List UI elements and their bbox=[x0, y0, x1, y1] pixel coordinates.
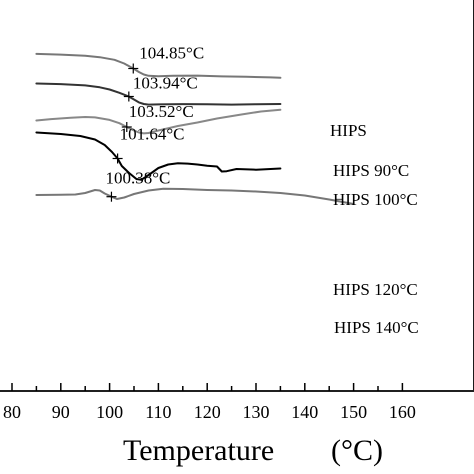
series-line bbox=[35, 131, 282, 181]
plot-area: 80 90 100 110 120 130 140 150 160 104.85°C 103.94… bbox=[0, 0, 474, 422]
tg-label: 104.85°C bbox=[139, 44, 204, 63]
x-ticks: 80 90 100 110 120 130 140 150 160 bbox=[3, 383, 416, 422]
series-line bbox=[35, 52, 282, 79]
x-tick-label: 140 bbox=[291, 402, 318, 422]
x-axis-unit: (°C) bbox=[331, 434, 383, 467]
tg-label: 101.64°C bbox=[120, 125, 185, 144]
x-tick-label: 120 bbox=[194, 402, 221, 422]
x-tick-label: 90 bbox=[52, 402, 70, 422]
x-axis-title: Temperature bbox=[123, 434, 274, 467]
series-line bbox=[35, 187, 355, 205]
series-curves bbox=[35, 52, 355, 205]
x-tick-label: 150 bbox=[340, 402, 367, 422]
series-line bbox=[35, 108, 282, 135]
series-line bbox=[35, 82, 282, 106]
series-label: HIPS 90°C bbox=[333, 161, 409, 180]
x-tick-label: 100 bbox=[96, 402, 123, 422]
tg-label: 100.38°C bbox=[105, 169, 170, 188]
x-tick-label: 130 bbox=[243, 402, 270, 422]
series-label: HIPS 120°C bbox=[333, 280, 418, 299]
tg-label: 103.94°C bbox=[133, 74, 198, 93]
tg-markers bbox=[106, 63, 139, 202]
series-labels: HIPS HIPS 90°C HIPS 100°C HIPS 120°C HIPS 14… bbox=[330, 121, 419, 337]
series-label: HIPS bbox=[330, 121, 367, 140]
tg-label: 103.52°C bbox=[129, 102, 194, 121]
x-tick-label: 80 bbox=[3, 402, 21, 422]
x-tick-label: 110 bbox=[145, 402, 171, 422]
tg-labels: 104.85°C 103.94°C 103.52°C 101.64°C 100.38°C bbox=[105, 44, 204, 188]
x-tick-label: 160 bbox=[389, 402, 416, 422]
series-label: HIPS 100°C bbox=[333, 190, 418, 209]
series-label: HIPS 140°C bbox=[334, 318, 419, 337]
